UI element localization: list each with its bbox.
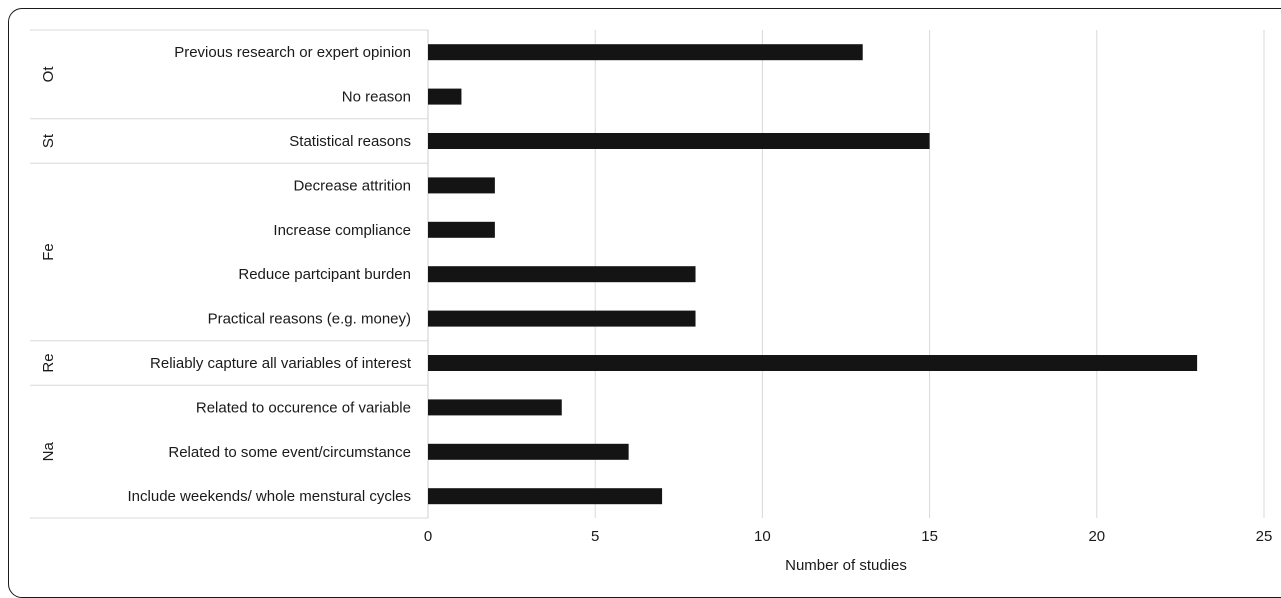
- category-label: Reduce partcipant burden: [238, 266, 411, 283]
- bar: [428, 177, 495, 194]
- group-labels: Ot St Fe Re Na: [40, 66, 57, 462]
- group-label: Re: [40, 353, 57, 372]
- x-tick-label: 15: [921, 528, 938, 545]
- category-label: Increase compliance: [273, 222, 411, 239]
- group-label: Fe: [40, 243, 57, 261]
- bar: [428, 355, 1198, 371]
- category-labels: Previous research or expert opinion No re…: [128, 44, 412, 505]
- category-label: No reason: [342, 89, 411, 106]
- bars: [428, 44, 1198, 505]
- x-axis-title: Number of studies: [785, 557, 907, 574]
- category-label: Practical reasons (e.g. money): [208, 311, 411, 328]
- category-label: Related to some event/circumstance: [168, 444, 411, 461]
- bar: [428, 310, 696, 327]
- x-tick-label: 25: [1256, 528, 1273, 545]
- group-label: St: [40, 133, 57, 148]
- bar: [428, 221, 495, 238]
- bar: [428, 88, 462, 105]
- category-label: Decrease attrition: [293, 177, 411, 194]
- group-label: Na: [40, 442, 57, 462]
- bar: [428, 44, 863, 61]
- bar: [428, 266, 696, 283]
- x-tick-label: 5: [591, 528, 599, 545]
- bar: [428, 488, 663, 505]
- category-label: Related to occurence of variable: [196, 399, 411, 416]
- x-tick-label: 10: [754, 528, 771, 545]
- category-label: Reliably capture all variables of intere…: [150, 355, 412, 372]
- group-separators: [30, 29, 428, 519]
- bar-chart: Previous research or expert opinion No re…: [30, 29, 1273, 574]
- category-label: Include weekends/ whole menstural cycles: [128, 488, 411, 505]
- x-tick-label: 20: [1088, 528, 1105, 545]
- bar: [428, 399, 562, 416]
- bar: [428, 443, 629, 460]
- bar: [428, 133, 930, 149]
- x-tick-labels: 0 5 10 15 20 25: [424, 528, 1273, 545]
- category-label: Previous research or expert opinion: [174, 44, 411, 61]
- x-tick-label: 0: [424, 528, 432, 545]
- group-label: Ot: [40, 66, 57, 83]
- category-label: Statistical reasons: [289, 133, 411, 150]
